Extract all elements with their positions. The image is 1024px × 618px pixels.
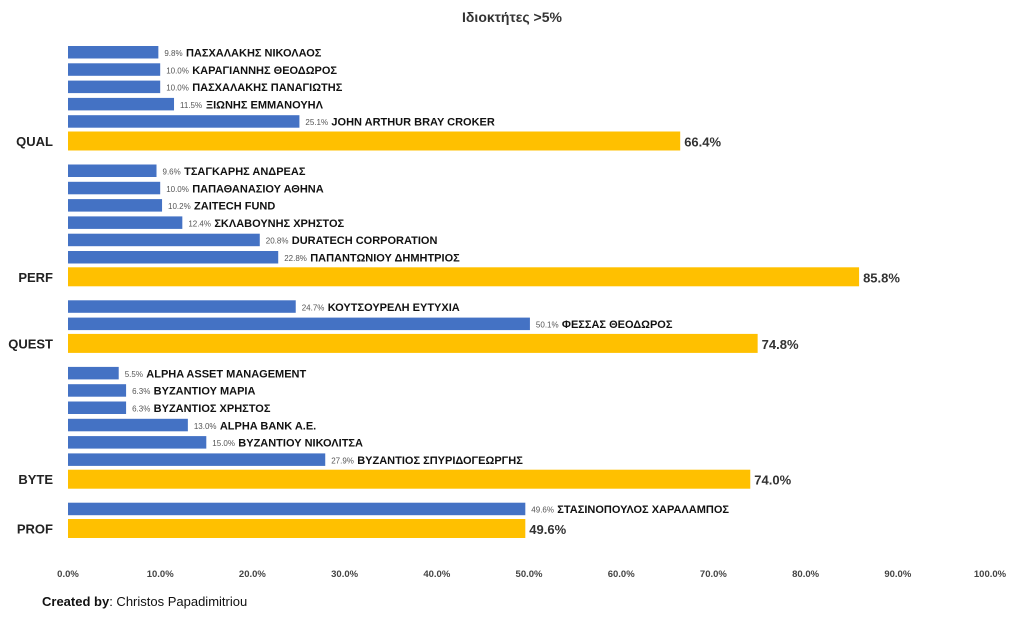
- owner-value-label: 15.0%: [212, 439, 235, 448]
- total-bar: [68, 267, 860, 287]
- owner-value-label: 5.5%: [125, 370, 143, 379]
- owner-name-label: ΒΥΖΑΝΤΙΟΥ ΝΙΚΟΛΙΤΣΑ: [238, 438, 363, 450]
- owner-name-label: ΣΤΑΣΙΝΟΠΟΥΛΟΣ ΧΑΡΑΛΑΜΠΟΣ: [557, 504, 729, 516]
- chart-canvas: Ιδιοκτήτες >5% 9.8% ΠΑΣΧΑΛΑΚΗΣ ΝΙΚΟΛΑΟΣ 10…: [8, 9, 1006, 580]
- owner-value-label: 6.3%: [132, 405, 150, 414]
- total-value-label: 85.8%: [863, 270, 900, 285]
- category-label: PROF: [17, 522, 53, 537]
- total-bar: [68, 333, 758, 353]
- total-bar: [68, 519, 526, 538]
- x-tick-label: 20.0%: [239, 569, 266, 580]
- owner-bar: [68, 233, 260, 247]
- x-tick-label: 0.0%: [57, 569, 79, 580]
- owner-name-label: ALPHA ASSET MANAGEMENT: [146, 368, 306, 380]
- x-axis-ticks: 0.0% 10.0% 20.0% 30.0% 40.0% 50.0% 60.0% 70.0% 8…: [57, 569, 1006, 580]
- owner-bar: [68, 251, 279, 264]
- owner-value-label: 9.6%: [163, 168, 181, 177]
- x-tick-label: 100.0%: [974, 569, 1007, 580]
- owner-value-label: 20.8%: [266, 237, 289, 246]
- owner-bar: [68, 63, 161, 76]
- owner-bar: [68, 80, 161, 94]
- owner-value-label: 22.8%: [284, 254, 307, 263]
- owner-name-label: ALPHA BANK A.E.: [220, 420, 316, 432]
- owner-name-label: ΤΣΑΓΚΑΡΗΣ ΑΝΔΡΕΑΣ: [184, 166, 306, 178]
- owner-name-label: ΦΕΣΣΑΣ ΘΕΟΔΩΡΟΣ: [562, 319, 673, 331]
- chart-title: Ιδιοκτήτες >5%: [462, 9, 562, 25]
- x-tick-label: 50.0%: [516, 569, 543, 580]
- x-tick-label: 30.0%: [331, 569, 358, 580]
- owner-name-label: JOHN ARTHUR BRAY CROKER: [331, 117, 494, 129]
- bar-group-perf: 9.6% ΤΣΑΓΚΑΡΗΣ ΑΝΔΡΕΑΣ 10.0% ΠΑΠΑΘΑΝΑΣΙΟΥ Α…: [18, 164, 900, 287]
- x-tick-label: 90.0%: [884, 569, 911, 580]
- x-tick-label: 40.0%: [423, 569, 450, 580]
- owner-value-label: 12.4%: [188, 219, 211, 228]
- owner-bar: [68, 216, 183, 229]
- owner-value-label: 10.2%: [168, 202, 191, 211]
- bar-group-quest: 24.7% ΚΟΥΤΣΟΥΡΕΛΗ ΕΥΤΥΧΙΑ 50.1% ΦΕΣΣΑΣ ΘΕΟΔ…: [8, 300, 799, 353]
- owner-name-label: ΒΥΖΑΝΤΙΟΥ ΜΑΡΙΑ: [154, 386, 256, 398]
- total-value-label: 49.6%: [529, 522, 566, 537]
- owner-name-label: ΒΥΖΑΝΤΙΟΣ ΧΡΗΣΤΟΣ: [154, 403, 271, 415]
- owner-value-label: 11.5%: [180, 101, 202, 110]
- total-bar: [68, 131, 681, 151]
- x-tick-label: 60.0%: [608, 569, 635, 580]
- owner-name-label: ΠΑΣΧΑΛΑΚΗΣ ΝΙΚΟΛΑΟΣ: [186, 48, 322, 60]
- owner-bar: [68, 384, 127, 397]
- owner-bar: [68, 317, 530, 331]
- bar-group-qual: 9.8% ΠΑΣΧΑΛΑΚΗΣ ΝΙΚΟΛΑΟΣ 10.0% ΚΑΡΑΓΙΑΝΝΗΣ …: [16, 46, 722, 151]
- owner-name-label: ΒΥΖΑΝΤΙΟΣ ΣΠΥΡΙΔΟΓΕΩΡΓΗΣ: [357, 455, 523, 467]
- category-label: QUEST: [8, 336, 53, 351]
- bar-group-byte: 5.5% ALPHA ASSET MANAGEMENT 6.3% ΒΥΖΑΝΤΙΟΥ …: [18, 366, 792, 489]
- total-value-label: 66.4%: [684, 135, 721, 150]
- owner-name-label: ΠΑΠΑΝΤΩΝΙΟΥ ΔΗΜΗΤΡΙΟΣ: [310, 253, 460, 265]
- owner-bar: [68, 199, 163, 212]
- category-label: PERF: [18, 270, 53, 285]
- owner-value-label: 9.8%: [164, 49, 182, 58]
- total-value-label: 74.0%: [754, 473, 791, 488]
- total-value-label: 74.8%: [762, 337, 799, 352]
- credit-line: Created by: Christos Papadimitriou: [42, 594, 247, 609]
- owner-name-label: ΚΟΥΤΣΟΥΡΕΛΗ ΕΥΤΥΧΙΑ: [328, 302, 460, 314]
- owner-bar: [68, 97, 175, 111]
- x-tick-label: 80.0%: [792, 569, 819, 580]
- owner-value-label: 24.7%: [302, 303, 325, 312]
- category-label: QUAL: [16, 134, 53, 149]
- owner-name-label: DURATECH CORPORATION: [292, 235, 438, 247]
- owner-name-label: ΠΑΣΧΑΛΑΚΗΣ ΠΑΝΑΓΙΩΤΗΣ: [192, 82, 343, 94]
- owner-value-label: 25.1%: [305, 118, 328, 127]
- owner-value-label: 49.6%: [531, 506, 554, 515]
- owner-name-label: ΣΚΛΑΒΟΥΝΗΣ ΧΡΗΣΤΟΣ: [214, 218, 344, 230]
- owner-value-label: 13.0%: [194, 422, 217, 431]
- owner-bar: [68, 436, 207, 449]
- owner-value-label: 50.1%: [536, 321, 559, 330]
- owner-bar: [68, 502, 526, 516]
- owner-bar: [68, 300, 296, 313]
- owner-bar: [68, 366, 119, 380]
- owner-bar: [68, 418, 188, 432]
- total-bar: [68, 469, 751, 489]
- owner-name-label: ΠΑΠΑΘΑΝΑΣΙΟΥ ΑΘΗΝΑ: [192, 183, 324, 195]
- owner-value-label: 10.0%: [166, 84, 189, 93]
- owner-name-label: ZAITECH FUND: [194, 201, 275, 213]
- owner-value-label: 6.3%: [132, 387, 150, 396]
- owner-name-label: ΞΙΩΝΗΣ ΕΜΜΑΝΟΥΗΛ: [206, 99, 324, 111]
- owner-bar: [68, 181, 161, 195]
- owner-bar: [68, 164, 157, 177]
- owner-bar: [68, 46, 159, 59]
- created-by-label: Created by: [42, 594, 110, 609]
- owner-bar: [68, 115, 300, 128]
- x-tick-label: 10.0%: [147, 569, 174, 580]
- owner-name-label: ΚΑΡΑΓΙΑΝΝΗΣ ΘΕΟΔΩΡΟΣ: [192, 65, 337, 77]
- x-tick-label: 70.0%: [700, 569, 727, 580]
- owner-value-label: 10.0%: [166, 66, 189, 75]
- owner-value-label: 10.0%: [166, 185, 189, 194]
- owner-value-label: 27.9%: [331, 456, 354, 465]
- owner-bar: [68, 401, 127, 414]
- owner-bar: [68, 453, 326, 466]
- author-name: : Christos Papadimitriou: [109, 594, 248, 609]
- category-label: BYTE: [18, 472, 53, 487]
